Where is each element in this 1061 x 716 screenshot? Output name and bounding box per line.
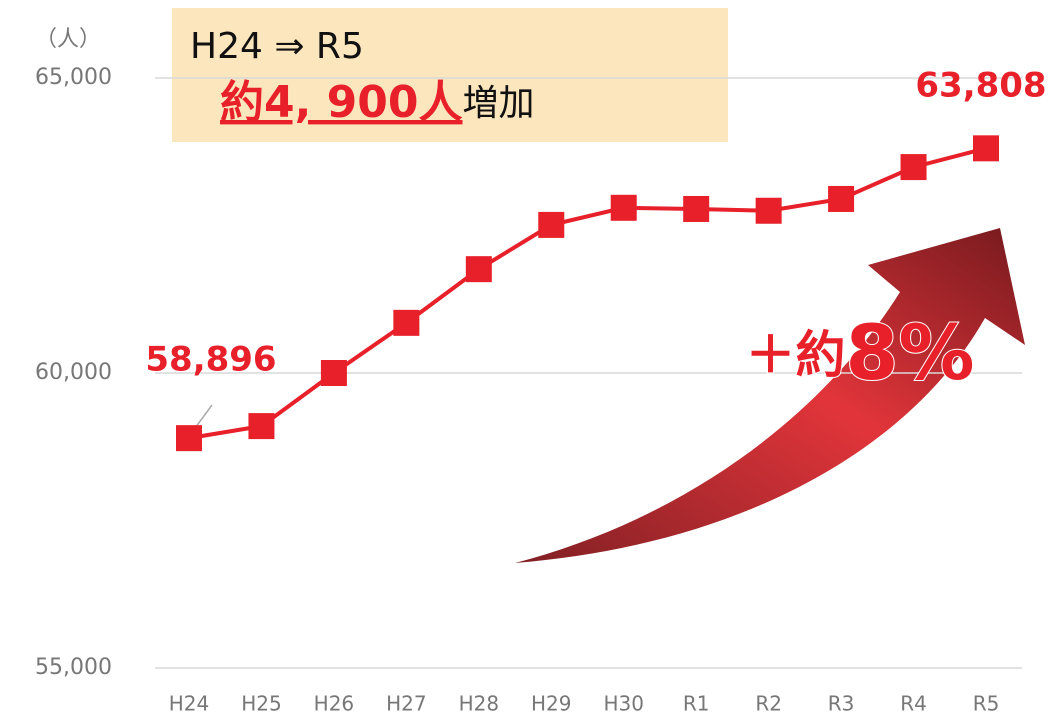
data-point	[176, 425, 202, 451]
x-tick-label: H29	[531, 692, 572, 716]
data-point	[248, 413, 274, 439]
y-tick-label: 55,000	[35, 655, 112, 680]
annotation-highlight: 約4, 900人	[220, 77, 463, 128]
x-tick-label: R4	[900, 692, 927, 716]
data-label: 63,808	[915, 66, 1046, 106]
data-point	[611, 195, 637, 221]
x-tick-label: H25	[241, 692, 282, 716]
data-point	[973, 135, 999, 161]
y-tick-label: 65,000	[35, 65, 112, 90]
data-point	[466, 256, 492, 282]
data-point	[756, 198, 782, 224]
x-tick-label: R2	[755, 692, 782, 716]
growth-prefix: ＋約	[745, 326, 845, 384]
x-tick-label: H28	[459, 692, 500, 716]
x-tick-label: H27	[386, 692, 427, 716]
annotation-line1: H24 ⇒ R5	[190, 26, 364, 67]
annotation-rest: 増加	[463, 83, 535, 124]
data-point	[538, 212, 564, 238]
x-tick-label: H26	[314, 692, 355, 716]
data-point	[683, 196, 709, 222]
annotation-line2: 約4, 900人増加	[220, 77, 535, 128]
data-label: 58,896	[145, 340, 276, 380]
data-point	[321, 360, 347, 386]
unit-label: （人）	[35, 27, 101, 52]
data-point	[828, 186, 854, 212]
x-tick-label: H24	[169, 692, 210, 716]
x-tick-label: R1	[683, 692, 710, 716]
x-tick-label: R5	[973, 692, 1000, 716]
growth-value: 8%	[845, 308, 974, 397]
x-tick-label: R3	[828, 692, 855, 716]
chart: H24 ⇒ R5 約4, 900人増加 （人） 55,000 60,000 65,0…	[0, 0, 1061, 716]
y-tick-label: 60,000	[35, 360, 112, 385]
data-point	[901, 154, 927, 180]
x-tick-label: H30	[603, 692, 644, 716]
growth-label: ＋約8%	[745, 308, 974, 397]
data-point	[393, 310, 419, 336]
